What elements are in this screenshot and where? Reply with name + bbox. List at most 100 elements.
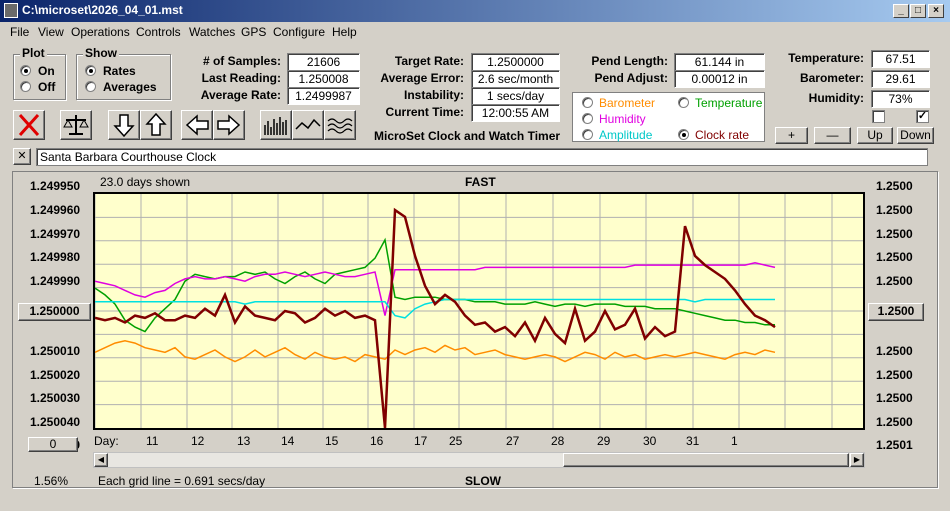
x-axis-label: 11 xyxy=(146,434,159,448)
chart-svg xyxy=(94,194,863,429)
pend-adjust-label: Pend Adjust: xyxy=(594,71,668,85)
average-rate-field: 1.2499987 xyxy=(287,87,360,105)
right-axis-tick: 1.2500 xyxy=(876,344,913,358)
balance-scale-icon xyxy=(63,115,89,135)
x-axis-label: 12 xyxy=(191,434,205,448)
right-axis-tick: 1.2500 xyxy=(876,415,913,429)
plus-button[interactable]: + xyxy=(775,127,808,144)
line-graph-button[interactable] xyxy=(292,110,324,140)
barometer-field: 29.61 xyxy=(871,70,930,88)
grid-note-label: Each grid line = 0.691 secs/day xyxy=(98,474,266,488)
title-bar: C:\microset\2026_04_01.mst _ □ × xyxy=(0,0,950,22)
maximize-button[interactable]: □ xyxy=(910,4,926,18)
menu-configure[interactable]: Configure xyxy=(273,25,326,39)
left-axis-tick: 1.249950 xyxy=(30,179,81,193)
menu-gps[interactable]: GPS xyxy=(241,25,267,39)
arrow-left-icon xyxy=(185,114,209,136)
right-axis-tick: 1.2500 xyxy=(876,203,913,217)
average-error-field: 2.6 sec/month xyxy=(471,70,560,88)
x-axis-label: 13 xyxy=(237,434,251,448)
menu-controls[interactable]: Controls xyxy=(136,25,181,39)
x-axis-label: 30 xyxy=(643,434,657,448)
show-rates-radio[interactable] xyxy=(85,65,96,76)
left-checkbox[interactable] xyxy=(872,110,885,123)
menu-operations[interactable]: Operations xyxy=(71,25,130,39)
current-time-label: Current Time: xyxy=(385,105,464,119)
plot-area xyxy=(93,192,865,430)
stop-button[interactable] xyxy=(13,110,45,140)
right-checkbox[interactable]: ✓ xyxy=(916,110,929,123)
menu-file[interactable]: File xyxy=(10,25,30,39)
arrow-down-button[interactable] xyxy=(108,110,140,140)
x-axis-prefix: Day: xyxy=(94,434,119,448)
window-title: C:\microset\2026_04_01.mst xyxy=(22,3,183,17)
show-averages-radio[interactable] xyxy=(85,81,96,92)
menu-help[interactable]: Help xyxy=(332,25,357,39)
pend-length-label: Pend Length: xyxy=(591,54,668,68)
plot-group-title: Plot xyxy=(20,46,47,60)
wave-icon xyxy=(327,118,353,134)
barometer-radio[interactable] xyxy=(582,97,593,108)
left-axis-tick: 1.250010 xyxy=(30,344,81,358)
down-button[interactable]: Down xyxy=(897,127,934,144)
x-axis-label: 29 xyxy=(597,434,611,448)
minus-button[interactable]: — xyxy=(814,127,851,144)
horizontal-scrollbar[interactable]: ◀ ▶ xyxy=(93,452,865,468)
left-axis-tick: 1.250030 xyxy=(30,391,81,405)
zero-button[interactable]: 0 xyxy=(28,437,78,452)
right-axis-tick: 1.2500 xyxy=(876,179,913,193)
last-reading-field: 1.250008 xyxy=(287,70,360,88)
wave-graph-button[interactable] xyxy=(324,110,356,140)
plot-on-label: On xyxy=(38,64,55,78)
percent-label: 1.56% xyxy=(34,474,69,488)
app-icon xyxy=(4,3,18,18)
amplitude-radio[interactable] xyxy=(582,129,593,140)
calibrate-button[interactable] xyxy=(60,110,92,140)
arrow-right-icon xyxy=(217,114,241,136)
series-select-box xyxy=(572,92,765,142)
plot-on-radio[interactable] xyxy=(20,65,31,76)
chart-panel xyxy=(12,171,938,488)
x-axis-label: 1 xyxy=(731,434,738,448)
right-axis-tick: 1.2500 xyxy=(876,391,913,405)
clock-rate-radio[interactable] xyxy=(678,129,689,140)
pend-length-field[interactable]: 61.144 in xyxy=(674,53,765,71)
temperature-field: 67.51 xyxy=(871,50,930,68)
current-time-field: 12:00:55 AM xyxy=(471,104,560,122)
left-axis-tick: 1.250040 xyxy=(30,415,81,429)
arrow-up-button[interactable] xyxy=(140,110,172,140)
scroll-right-button[interactable]: ▶ xyxy=(850,453,864,467)
x-axis-label: 25 xyxy=(449,434,463,448)
humidity-radio[interactable] xyxy=(582,113,593,124)
scroll-thumb[interactable] xyxy=(563,453,849,467)
show-group-title: Show xyxy=(83,46,119,60)
right-center-value-button[interactable]: 1.2500 xyxy=(868,303,924,321)
clock-name-field[interactable]: Santa Barbara Courthouse Clock xyxy=(36,148,928,166)
bar-graph-button[interactable] xyxy=(260,110,292,140)
menu-view[interactable]: View xyxy=(38,25,64,39)
left-center-value-button[interactable]: 1.250000 xyxy=(18,303,91,321)
barometer-option-label: Barometer xyxy=(599,96,656,110)
target-rate-field[interactable]: 1.2500000 xyxy=(471,53,560,71)
up-button[interactable]: Up xyxy=(857,127,893,144)
series-line-barometer xyxy=(94,340,776,363)
temperature-label: Temperature: xyxy=(788,51,864,65)
minimize-button[interactable]: _ xyxy=(893,4,909,18)
right-axis-tick: 1.2500 xyxy=(876,274,913,288)
scroll-left-button[interactable]: ◀ xyxy=(94,453,108,467)
close-window-button[interactable]: × xyxy=(928,4,944,18)
left-axis-tick: 1.249960 xyxy=(30,203,81,217)
target-rate-label: Target Rate: xyxy=(394,54,464,68)
arrow-right-button[interactable] xyxy=(213,110,245,140)
temperature-radio[interactable] xyxy=(678,97,689,108)
instability-field: 1 secs/day xyxy=(471,87,560,105)
x-axis-label: 16 xyxy=(370,434,384,448)
pend-adjust-field: 0.00012 in xyxy=(674,70,765,88)
series-line-clock-rate xyxy=(94,207,776,429)
arrow-left-button[interactable] xyxy=(181,110,213,140)
menu-watches[interactable]: Watches xyxy=(189,25,236,39)
close-clock-button[interactable]: ✕ xyxy=(13,148,31,165)
left-axis-tick: 1.249970 xyxy=(30,227,81,241)
plot-off-radio[interactable] xyxy=(20,81,31,92)
bar-graph-icon xyxy=(264,117,287,135)
